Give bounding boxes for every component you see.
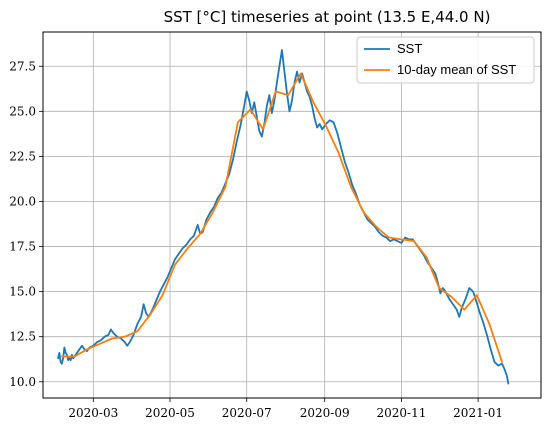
legend-label-sst: SST [397, 41, 422, 56]
y-tick-label: 27.5 [9, 59, 36, 73]
y-tick-label: 17.5 [9, 240, 36, 254]
y-tick-label: 25.0 [9, 104, 36, 118]
plot-frame [42, 31, 542, 399]
axis-ticks: 2020-03 2020-05 2020-07 2020-09 2020-11 2021-… [9, 59, 503, 420]
y-tick-label: 12.5 [9, 330, 36, 344]
x-tick-label: 2020-07 [222, 406, 272, 420]
legend-box [356, 36, 535, 84]
y-tick-label: 22.5 [9, 149, 36, 163]
x-tick-label: 2020-05 [145, 406, 195, 420]
y-tick-label: 15.0 [9, 285, 36, 299]
x-tick-label: 2020-09 [300, 406, 350, 420]
x-tick-label: 2021-01 [453, 406, 503, 420]
y-tick-label: 20.0 [9, 194, 36, 208]
x-tick-label: 2020-11 [376, 406, 426, 420]
series-line-10-day-mean [60, 72, 503, 363]
y-tick-label: 10.0 [9, 375, 36, 389]
series-layer [57, 49, 510, 385]
chart-title: SST [°C] timeseries at point (13.5 E,44.… [164, 8, 491, 26]
legend-label-mean: 10-day mean of SST [397, 62, 516, 77]
legend: SST 10-day mean of SST [356, 36, 535, 84]
x-tick-label: 2020-03 [68, 406, 118, 420]
